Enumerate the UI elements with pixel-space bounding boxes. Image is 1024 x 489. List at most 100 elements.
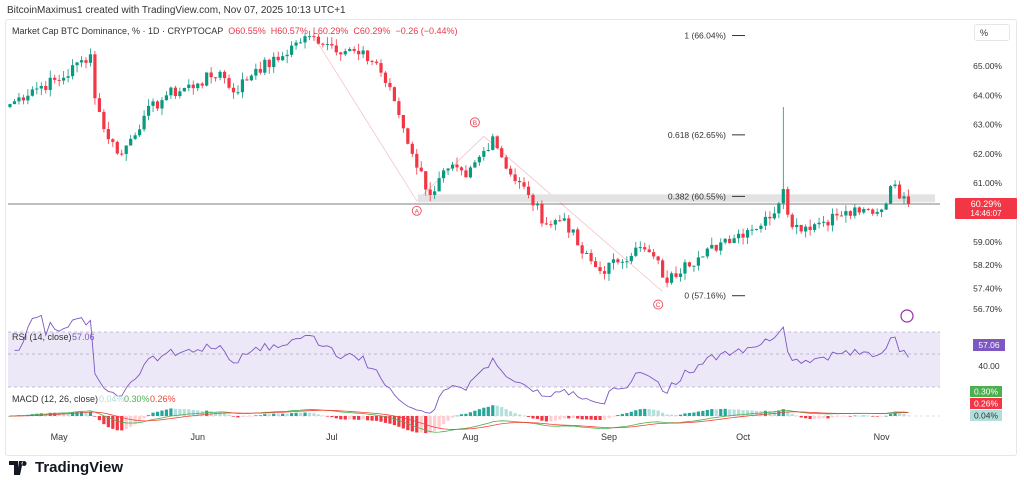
candle-body — [44, 86, 48, 90]
candle-body — [821, 221, 826, 223]
candle-body — [741, 233, 745, 238]
candle-body — [526, 186, 531, 195]
x-tick-label: May — [51, 432, 69, 442]
candle-body — [759, 225, 763, 229]
candle-body — [182, 87, 186, 92]
candle-body — [218, 71, 222, 78]
macd-histogram-bar — [70, 412, 75, 416]
macd-histogram-bar — [906, 415, 911, 417]
scale-mode-button[interactable]: % — [974, 24, 1010, 41]
macd-histogram-bar — [415, 416, 419, 433]
candle-body — [482, 150, 486, 157]
macd-histogram-bar — [249, 416, 253, 417]
candle-body — [160, 100, 164, 109]
macd-histogram-bar — [857, 415, 861, 417]
macd-histogram-bar — [728, 409, 732, 416]
macd-histogram-bar — [374, 416, 379, 421]
candle-body — [750, 229, 754, 231]
macd-histogram-bar — [763, 410, 768, 416]
candle-body — [830, 213, 835, 226]
candle-body — [388, 82, 392, 88]
candle-body — [509, 168, 513, 175]
countdown-timer: 14:46:07 — [970, 209, 1002, 218]
candle-body — [138, 129, 142, 136]
macd-histogram-bar — [513, 413, 517, 416]
candle-body — [222, 71, 227, 79]
macd-histogram-bar — [509, 411, 513, 416]
macd-histogram-bar — [844, 416, 848, 417]
macd-histogram-bar — [620, 413, 624, 416]
candle-body — [571, 229, 575, 233]
macd-histogram-bar — [804, 416, 808, 419]
macd-histogram-bar — [888, 414, 893, 416]
candle-body — [415, 153, 419, 168]
macd-histogram-bar — [441, 416, 446, 425]
candle-body — [544, 223, 548, 225]
candle-body — [240, 79, 245, 93]
macd-histogram-bar — [205, 410, 209, 416]
y-tick-label: 63.00% — [973, 120, 1002, 130]
candle-body — [124, 145, 128, 154]
candle-body — [647, 249, 651, 253]
macd-histogram-bar — [701, 410, 705, 416]
y-tick-label: 58.20% — [973, 260, 1002, 270]
rsi-label: RSI (14, close) — [12, 332, 72, 342]
rsi-value-badge — [973, 339, 1005, 351]
macd-histogram-bar — [835, 416, 839, 417]
candle-body — [620, 261, 624, 263]
macd-histogram-bar — [187, 409, 191, 416]
fib-0382-zone — [418, 194, 935, 203]
candle-body — [178, 91, 182, 97]
macd-histogram-bar — [897, 413, 902, 416]
macd-histogram-bar — [893, 412, 897, 416]
macd-histogram-bar — [866, 415, 870, 417]
candle-body — [611, 259, 616, 263]
candle-body — [321, 43, 325, 45]
candle-body — [857, 207, 861, 213]
macd-histogram-bar — [500, 407, 504, 416]
candle-body — [146, 105, 151, 116]
candle-body — [598, 267, 602, 272]
candle-body — [786, 189, 790, 215]
candle-body — [455, 164, 459, 168]
candle-body — [258, 68, 262, 73]
macd-histogram-bar — [334, 416, 338, 419]
macd-histogram-bar — [576, 416, 580, 419]
macd-histogram-bar — [160, 410, 164, 416]
candle-body — [687, 262, 692, 267]
macd-histogram-bar — [339, 416, 343, 420]
candle-body — [285, 54, 289, 57]
candle-body — [370, 60, 374, 62]
candle-body — [281, 56, 285, 61]
macd-hist-value: 0.04% — [99, 394, 125, 404]
candle-body — [696, 257, 700, 266]
candle-body — [21, 97, 26, 101]
candle-body — [446, 168, 450, 171]
candle-body — [115, 141, 119, 154]
macd-histogram-bar — [491, 405, 495, 416]
wave-label: B — [473, 120, 477, 127]
macd-histogram-bar — [585, 416, 589, 420]
candle-body — [209, 72, 213, 78]
candle-body — [710, 244, 714, 249]
macd-histogram-bar — [392, 416, 397, 426]
macd-histogram-bar — [786, 411, 790, 416]
candle-body — [392, 87, 397, 102]
candle-body — [790, 214, 794, 228]
macd-histogram-bar — [839, 416, 844, 417]
candle-body — [428, 189, 432, 195]
candle-body — [607, 262, 611, 274]
macd-histogram-bar — [813, 416, 817, 419]
candle-body — [634, 247, 638, 256]
tv-logo-icon — [9, 460, 27, 475]
candle-body — [661, 260, 665, 278]
candle-body — [366, 50, 370, 61]
candle-body — [763, 216, 768, 226]
macd-badge-value: 0.26% — [974, 399, 999, 409]
macd-histogram-bar — [348, 416, 352, 420]
credit-text: BitcoinMaximus1 created with TradingView… — [7, 5, 346, 16]
macd-histogram-bar — [366, 416, 370, 421]
candle-body — [866, 209, 870, 211]
macd-histogram-bar — [115, 416, 119, 431]
